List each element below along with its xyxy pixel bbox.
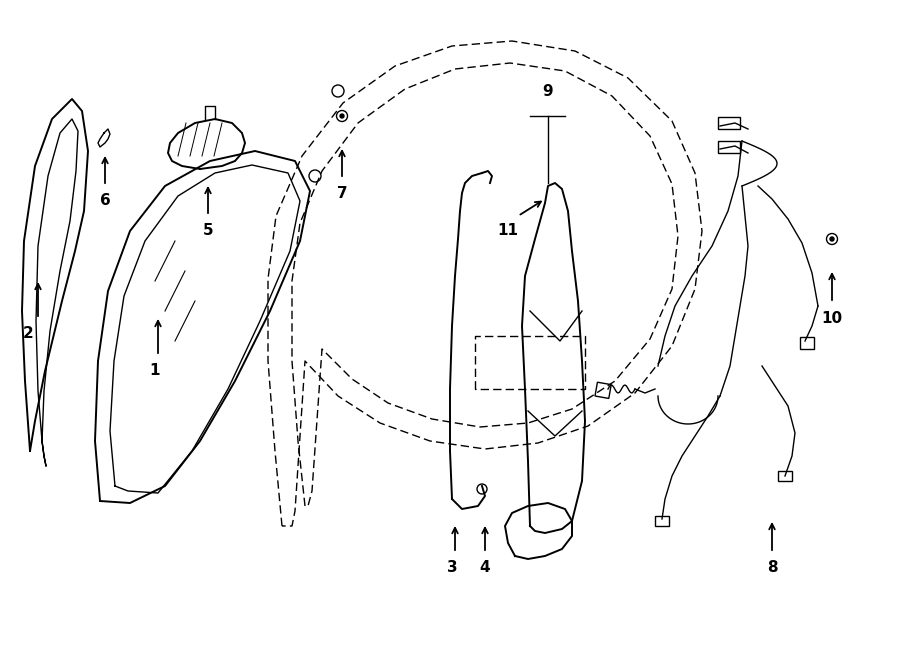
Bar [718, 141, 740, 153]
Text: 3: 3 [446, 560, 457, 575]
Text: 7: 7 [337, 186, 347, 201]
Text: 8: 8 [767, 560, 778, 575]
Bar [595, 382, 611, 399]
Circle shape [830, 237, 834, 241]
Text: 10: 10 [822, 311, 842, 326]
Text: 6: 6 [100, 193, 111, 208]
Bar [800, 337, 814, 349]
Text: 5: 5 [202, 223, 213, 238]
Text: 4: 4 [480, 560, 491, 575]
Circle shape [340, 114, 344, 118]
Bar [718, 117, 740, 129]
Bar [778, 471, 792, 481]
Text: 1: 1 [149, 363, 160, 378]
Text: 2: 2 [22, 326, 33, 341]
Text: 11: 11 [498, 223, 518, 238]
Text: 9: 9 [543, 84, 553, 99]
Bar [655, 516, 669, 526]
